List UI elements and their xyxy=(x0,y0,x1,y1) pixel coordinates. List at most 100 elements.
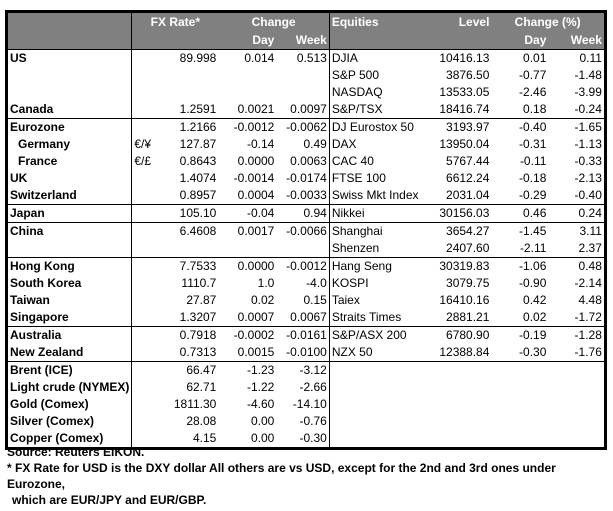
equity-day-change: 0.02 xyxy=(523,310,547,324)
fx-week-change: -0.0161 xyxy=(276,326,330,344)
fx-rate xyxy=(172,84,219,101)
fx-rate: 4.15 xyxy=(192,431,217,445)
fx-rate: 1110.7 xyxy=(181,276,217,290)
equity-level xyxy=(437,361,492,379)
fx-day-change: -0.0002 xyxy=(218,326,277,344)
table-row: Switzerland 0.8957 0.0004 -0.0033 Swiss Mkt … xyxy=(6,187,606,205)
fx-rate xyxy=(172,240,219,258)
table-row: France €/£ 0.8643 0.0000 0.0063 CAC 40 5767.44… xyxy=(6,153,606,170)
fx-day-change: -0.0014 xyxy=(233,171,275,185)
country-name: Gold (Comex) xyxy=(6,396,133,413)
header-blank xyxy=(6,11,133,31)
currency-pair xyxy=(132,170,172,187)
fx-week-change: -14.10 xyxy=(276,396,330,413)
equity-week-change xyxy=(548,396,605,413)
equity-index-name: Nikkei xyxy=(329,204,438,223)
fx-week-change xyxy=(276,67,330,84)
fx-week-change: 0.513 xyxy=(276,49,330,67)
header-row-1: FX Rate* Change Equities Level Change (%… xyxy=(6,11,606,31)
country-name: Silver (Comex) xyxy=(6,413,133,430)
currency-pair xyxy=(132,67,172,84)
equity-index-name xyxy=(329,396,437,413)
header-week: Week xyxy=(276,31,330,50)
header-day: Day xyxy=(218,31,277,50)
fx-week-change xyxy=(276,240,330,258)
equity-day-change xyxy=(491,396,548,413)
equity-index-name: KOSPI xyxy=(331,276,369,290)
table-row: Taiwan 27.87 0.02 0.15 Taiex 16410.16 0.42 4.48 xyxy=(6,292,606,309)
fx-rate: 0.8643 xyxy=(179,154,217,168)
equity-day-change: -0.77 xyxy=(519,68,547,82)
fx-week-change: -0.0066 xyxy=(276,222,330,240)
equity-week-change: -2.14 xyxy=(574,276,602,290)
currency-pair xyxy=(132,275,172,292)
currency-pair xyxy=(132,187,172,205)
equity-week-change: -1.65 xyxy=(548,118,606,136)
table-row: Silver (Comex) 28.08 0.00 -0.76 xyxy=(6,413,606,430)
equity-day-change: -0.90 xyxy=(519,276,547,290)
equity-week-change: 2.37 xyxy=(578,241,602,255)
table-row: China 6.4608 0.0017 -0.0066 Shanghai 3654.27-… xyxy=(6,222,606,240)
header-week-pct: Week xyxy=(548,31,606,50)
fx-day-change: 0.02 xyxy=(250,293,275,307)
equity-level: 3654.27 xyxy=(437,222,492,240)
equity-week-change: -1.48 xyxy=(574,68,602,82)
equity-index-name: Shanghai xyxy=(329,222,438,240)
equity-index-name: DAX xyxy=(331,137,357,151)
fx-footnote: * FX Rate for USD is the DXY dollar All … xyxy=(7,461,556,491)
equity-index-name: Taiex xyxy=(331,293,360,307)
fx-week-change: -0.76 xyxy=(276,413,330,430)
fx-week-change: -0.0100 xyxy=(276,344,330,362)
fx-week-change: 0.0067 xyxy=(276,309,330,327)
fx-day-change: 0.0015 xyxy=(237,345,275,359)
equity-level xyxy=(437,396,491,413)
country-name: Eurozone xyxy=(6,118,133,136)
equity-index-name: NASDAQ xyxy=(331,85,383,99)
table-row: South Korea 1110.7 1.0 -4.0 KOSPI 3079.75 -0.9… xyxy=(6,275,606,292)
fx-day-change: 0.0017 xyxy=(218,222,277,240)
equity-index-name: S&P/ASX 200 xyxy=(329,326,438,344)
table-row: UK 1.4074 -0.0014 -0.0174 FTSE 100 6612.24 -0.… xyxy=(6,170,606,187)
header-blank xyxy=(171,31,219,50)
fx-rate: 1811.30 xyxy=(173,397,217,411)
fx-rate: 62.71 xyxy=(186,380,217,394)
fx-rate: 27.87 xyxy=(186,293,217,307)
currency-pair xyxy=(132,84,172,101)
table-row: New Zealand 0.7313 0.0015 -0.0100 NZX 50 1238… xyxy=(6,344,606,362)
table-row: Brent (ICE) 66.47 -1.23 -3.12 xyxy=(6,361,606,379)
equity-day-change xyxy=(491,379,548,396)
equity-level: 3193.97 xyxy=(437,118,492,136)
fx-day-change: 0.0021 xyxy=(237,102,275,116)
fx-day-change: 0.00 xyxy=(250,414,275,428)
fx-rate: 66.47 xyxy=(171,361,219,379)
fx-week-change: 0.0063 xyxy=(276,153,330,170)
equity-level: 16410.16 xyxy=(439,293,490,307)
equity-week-change: -1.72 xyxy=(574,310,602,324)
equity-level: 6612.24 xyxy=(446,171,490,185)
equity-index-name: Hang Seng xyxy=(329,257,438,275)
equity-week-change: -1.76 xyxy=(574,345,602,359)
fx-day-change: -0.14 xyxy=(246,137,275,151)
header-blank xyxy=(131,31,172,50)
fx-week-change: -2.66 xyxy=(276,379,330,396)
country-name xyxy=(6,240,133,258)
equity-index-name: CAC 40 xyxy=(331,154,374,168)
equity-index-name: S&P/TSX xyxy=(331,102,383,116)
equity-level: 30156.03 xyxy=(437,204,492,223)
currency-pair xyxy=(132,396,172,413)
footer: Source: Reuters EIKON. * FX Rate for USD… xyxy=(7,444,613,508)
fx-week-change: 0.0097 xyxy=(276,101,330,119)
header-fx-rate: FX Rate* xyxy=(131,11,219,31)
equity-index-name xyxy=(329,361,438,379)
table-row: Japan 105.10 -0.04 0.94 Nikkei 30156.03 0.46 0.… xyxy=(6,204,606,223)
fx-week-change: -0.30 xyxy=(276,430,330,449)
fx-week-change: 0.49 xyxy=(276,136,330,153)
fx-week-change: 0.15 xyxy=(276,292,330,309)
fx-week-change: -3.12 xyxy=(276,361,330,379)
fx-rate xyxy=(172,67,219,84)
equity-week-change: 3.11 xyxy=(548,222,606,240)
currency-pair xyxy=(132,240,172,258)
header-day-pct: Day xyxy=(491,31,549,50)
equity-level xyxy=(437,379,491,396)
header-change-pct: Change (%) xyxy=(491,11,606,31)
